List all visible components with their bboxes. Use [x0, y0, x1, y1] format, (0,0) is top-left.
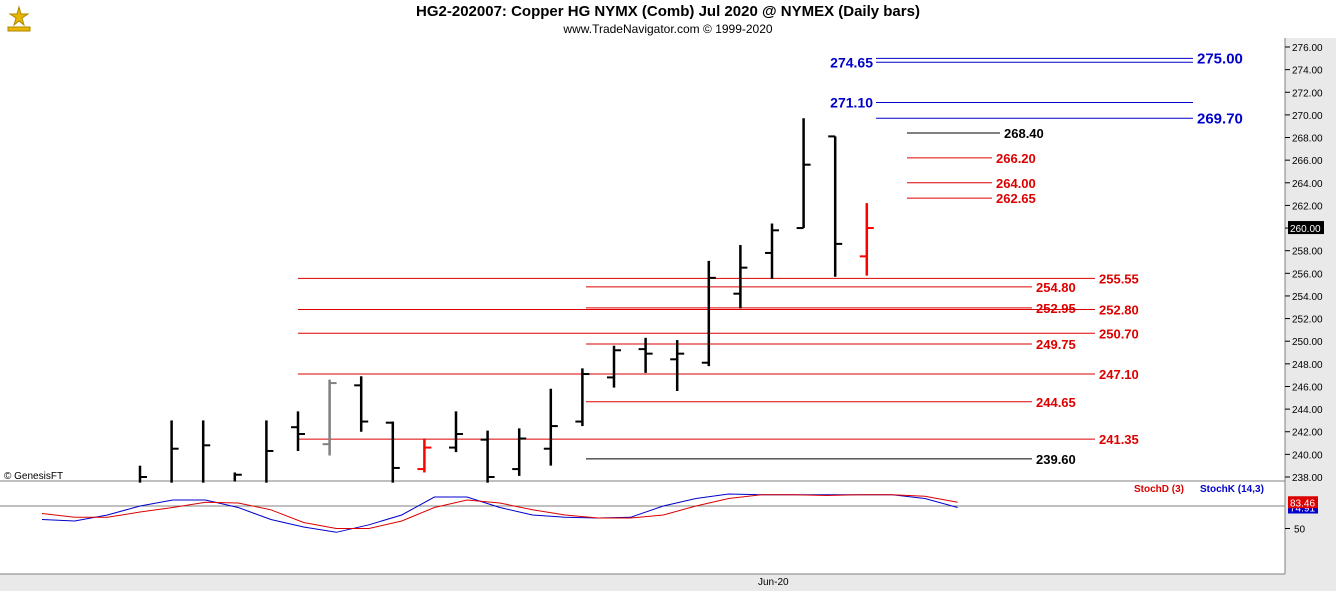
level-label: 275.00 [1197, 50, 1243, 67]
last-price-tag-bg [1288, 221, 1324, 235]
time-axis-panel [0, 574, 1285, 591]
level-label: 264.00 [996, 176, 1036, 191]
level-label: 255.55 [1099, 271, 1139, 286]
legend-stochd: StochD (3) [1134, 484, 1184, 495]
watermark: © GenesisFT [4, 471, 63, 482]
level-label: 274.65 [830, 54, 873, 70]
level-label: 247.10 [1099, 367, 1139, 382]
price-tick-label: 238.00 [1292, 473, 1323, 484]
stoch-value-tag-bg [1288, 496, 1318, 509]
stoch-line [41, 494, 958, 529]
price-axis-ticks: 276.00 274.00 272.00 270.00 268.00 266.00 264.… [1285, 43, 1323, 484]
price-tick-label: 274.00 [1292, 66, 1323, 77]
price-tick-label: 264.00 [1292, 179, 1323, 190]
level-label: 252.95 [1036, 301, 1076, 316]
stoch-line [41, 493, 958, 533]
level-label: 249.75 [1036, 337, 1076, 352]
price-tick-label: 242.00 [1292, 428, 1323, 439]
price-tick-label: 276.00 [1292, 43, 1323, 54]
price-tick-label: 252.00 [1292, 315, 1323, 326]
chart-header: HG2-202007: Copper HG NYMX (Comb) Jul 20… [0, 0, 1336, 38]
last-price-tag: 260.00 [1290, 224, 1321, 235]
legend-stochk: StochK (14,3) [1200, 484, 1264, 495]
chart-subtitle: www.TradeNavigator.com © 1999-2020 [563, 22, 773, 36]
level-label: 268.40 [1004, 126, 1044, 141]
level-label: 239.60 [1036, 452, 1076, 467]
price-tick-label: 248.00 [1292, 360, 1323, 371]
level-label: 252.80 [1099, 303, 1139, 318]
level-label: 262.65 [996, 191, 1036, 206]
osc-tick-label: 50 [1294, 525, 1306, 536]
price-tick-label: 266.00 [1292, 156, 1323, 167]
price-tick-label: 268.00 [1292, 134, 1323, 145]
level-label: 266.20 [996, 151, 1036, 166]
level-label: 241.35 [1099, 432, 1139, 447]
level-label: 271.10 [830, 94, 873, 110]
price-tick-label: 250.00 [1292, 337, 1323, 348]
level-label: 254.80 [1036, 280, 1076, 295]
price-bars [138, 118, 874, 483]
price-tick-label: 244.00 [1292, 405, 1323, 416]
price-tick-label: 272.00 [1292, 88, 1323, 99]
stoch-value-tag: 83.46 [1290, 498, 1315, 509]
chart-title: HG2-202007: Copper HG NYMX (Comb) Jul 20… [416, 3, 920, 20]
price-tick-label: 246.00 [1292, 382, 1323, 393]
genesis-logo-icon [7, 5, 31, 32]
support-resistance-levels: 274.65 271.10 275.00 269.70 268.40 266.20 264.… [298, 50, 1243, 467]
price-tick-label: 240.00 [1292, 450, 1323, 461]
price-tick-label: 256.00 [1292, 269, 1323, 280]
price-tick-label: 258.00 [1292, 247, 1323, 258]
level-label: 269.70 [1197, 110, 1243, 127]
price-tick-label: 270.00 [1292, 111, 1323, 122]
level-label: 250.70 [1099, 326, 1139, 341]
price-tick-label: 262.00 [1292, 201, 1323, 212]
time-axis-label: Jun-20 [758, 577, 789, 588]
level-label: 244.65 [1036, 395, 1076, 410]
stoch-value-tag: 74.91 [1290, 504, 1315, 515]
price-tick-label: 254.00 [1292, 292, 1323, 303]
